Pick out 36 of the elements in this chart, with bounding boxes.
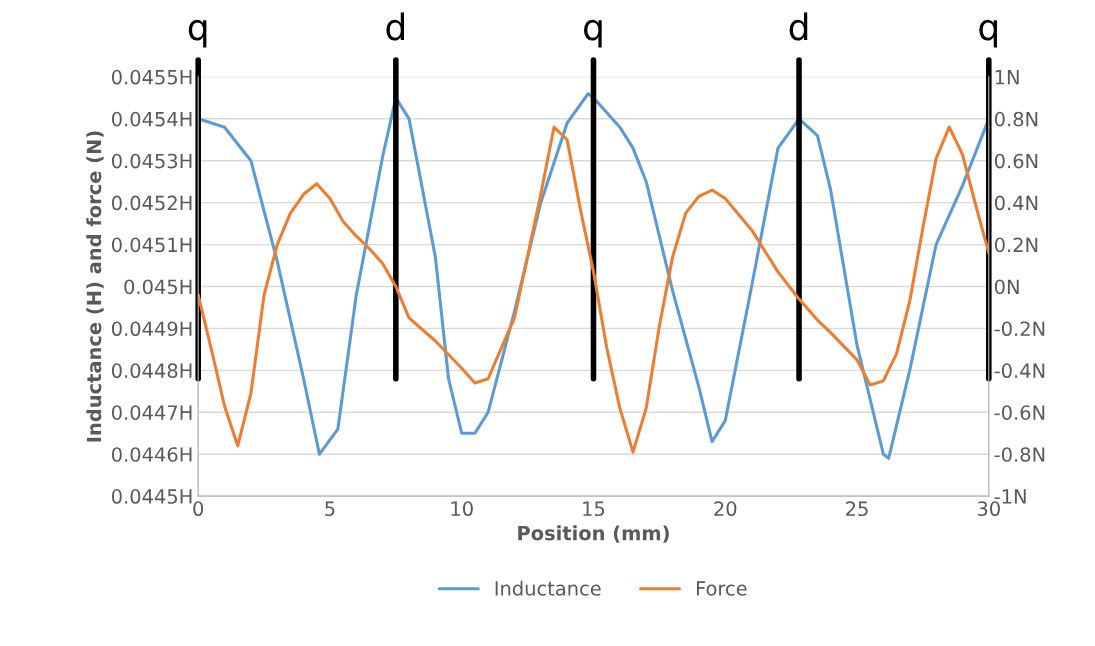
y2-tick-label: 0.2N bbox=[994, 237, 1038, 253]
x-tick-label: 20 bbox=[714, 501, 737, 517]
y2-tick-label: 1N bbox=[995, 70, 1019, 85]
y-tick-label: 0.0446H bbox=[111, 447, 192, 462]
y-tick-label: 0.0455H bbox=[111, 69, 192, 85]
x-tick-label: 10 bbox=[451, 501, 473, 517]
x-tick-label: 5 bbox=[325, 501, 335, 517]
y-axis-title: Inductance (H) and force (N) bbox=[86, 131, 104, 442]
y-tick-label: 0.0451H bbox=[111, 237, 192, 253]
x-tick-label: 25 bbox=[846, 501, 868, 517]
y-tick-label: 0.0447H bbox=[111, 405, 192, 420]
y2-tick-label: -0.2N bbox=[994, 321, 1045, 337]
y-tick-label: 0.0454H bbox=[111, 111, 192, 127]
ref-line-label: q bbox=[188, 19, 207, 48]
legend-label: Inductance bbox=[495, 580, 601, 596]
ref-line-label: q bbox=[584, 19, 602, 48]
ref-line-label: d bbox=[386, 12, 405, 41]
y-tick-label: 0.0453H bbox=[111, 153, 192, 169]
y-tick-label: 0.0449H bbox=[111, 321, 192, 337]
y-tick-label: 0.045H bbox=[124, 279, 192, 295]
y-tick-label: 0.0445H bbox=[111, 489, 192, 504]
x-axis-title: Position (mm) bbox=[518, 525, 669, 543]
y2-tick-label: -0.4N bbox=[994, 363, 1045, 379]
y-tick-label: 0.0452H bbox=[111, 195, 192, 211]
y2-tick-label: 0.6N bbox=[994, 153, 1038, 169]
x-tick-label: 15 bbox=[583, 501, 605, 517]
y2-tick-label: -0.6N bbox=[994, 405, 1045, 420]
x-tick-label: 0 bbox=[193, 501, 204, 517]
y-tick-label: 0.0448H bbox=[111, 363, 192, 379]
ref-line-label: d bbox=[789, 12, 808, 41]
ref-line-label: q bbox=[979, 19, 997, 48]
y2-tick-label: 0N bbox=[994, 279, 1019, 295]
legend-label: Force bbox=[696, 581, 747, 596]
y2-tick-label: -0.8N bbox=[994, 447, 1045, 462]
y2-tick-label: 0.4N bbox=[994, 195, 1038, 211]
y2-tick-label: 0.8N bbox=[994, 111, 1038, 127]
